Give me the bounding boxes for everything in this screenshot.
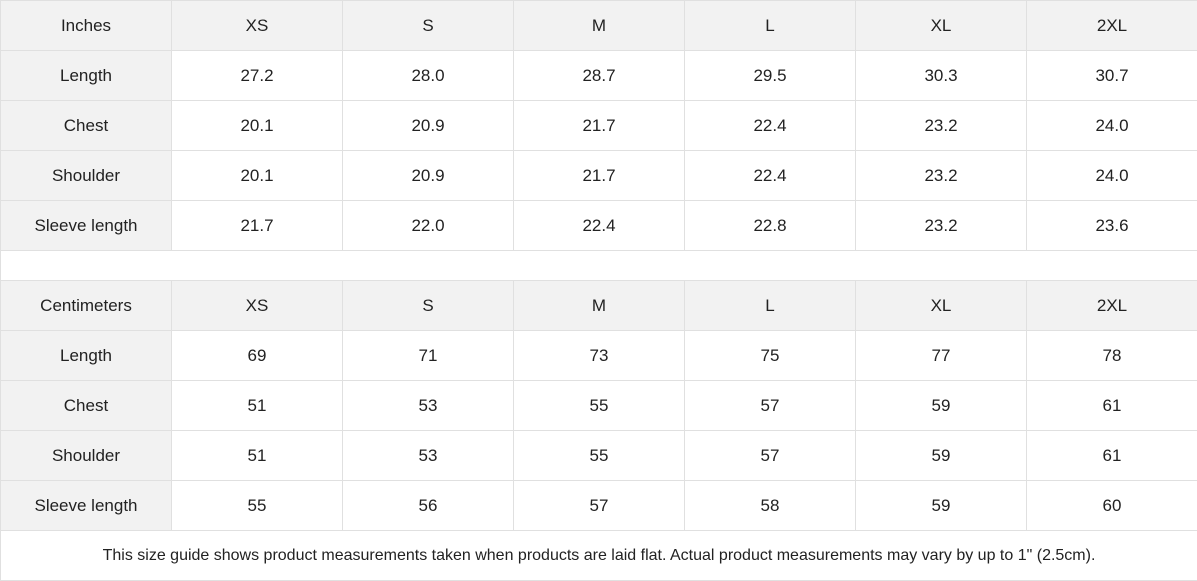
measurement-value: 61	[1027, 431, 1197, 481]
measurement-value: 55	[514, 381, 685, 431]
measurement-value: 28.7	[514, 51, 685, 101]
measurement-value: 21.7	[172, 201, 343, 251]
measurement-value: 55	[172, 481, 343, 531]
measurement-value: 53	[343, 431, 514, 481]
size-header: M	[514, 1, 685, 51]
measurement-value: 24.0	[1027, 151, 1197, 201]
size-header: XL	[856, 1, 1027, 51]
measurement-label: Chest	[1, 381, 172, 431]
measurement-value: 78	[1027, 331, 1197, 381]
measurement-label: Chest	[1, 101, 172, 151]
measurement-label: Length	[1, 331, 172, 381]
measurement-value: 23.2	[856, 201, 1027, 251]
measurement-value: 21.7	[514, 151, 685, 201]
measurement-value: 77	[856, 331, 1027, 381]
size-header: S	[343, 281, 514, 331]
measurement-value: 20.9	[343, 101, 514, 151]
measurement-value: 57	[514, 481, 685, 531]
measurement-value: 27.2	[172, 51, 343, 101]
measurement-value: 20.9	[343, 151, 514, 201]
measurement-value: 22.4	[685, 101, 856, 151]
measurement-value: 29.5	[685, 51, 856, 101]
measurement-value: 75	[685, 331, 856, 381]
measurement-value: 71	[343, 331, 514, 381]
unit-header: Inches	[1, 1, 172, 51]
measurement-value: 57	[685, 381, 856, 431]
measurement-value: 23.2	[856, 151, 1027, 201]
table-spacer	[1, 251, 1197, 281]
measurement-label: Shoulder	[1, 431, 172, 481]
measurement-value: 59	[856, 381, 1027, 431]
measurement-value: 20.1	[172, 151, 343, 201]
footnote: This size guide shows product measuremen…	[1, 531, 1197, 581]
measurement-value: 51	[172, 431, 343, 481]
measurement-value: 57	[685, 431, 856, 481]
measurement-value: 55	[514, 431, 685, 481]
size-header: XS	[172, 281, 343, 331]
measurement-value: 22.4	[514, 201, 685, 251]
measurement-label: Sleeve length	[1, 481, 172, 531]
measurement-value: 59	[856, 431, 1027, 481]
measurement-label: Length	[1, 51, 172, 101]
measurement-value: 24.0	[1027, 101, 1197, 151]
measurement-value: 28.0	[343, 51, 514, 101]
measurement-value: 73	[514, 331, 685, 381]
measurement-value: 23.2	[856, 101, 1027, 151]
measurement-value: 22.4	[685, 151, 856, 201]
size-header: XL	[856, 281, 1027, 331]
measurement-value: 22.0	[343, 201, 514, 251]
measurement-value: 30.7	[1027, 51, 1197, 101]
size-header: XS	[172, 1, 343, 51]
measurement-value: 21.7	[514, 101, 685, 151]
spacer-cell	[1, 251, 1197, 281]
measurement-value: 53	[343, 381, 514, 431]
measurement-value: 61	[1027, 381, 1197, 431]
measurement-label: Shoulder	[1, 151, 172, 201]
size-header: L	[685, 281, 856, 331]
measurement-value: 60	[1027, 481, 1197, 531]
measurement-value: 69	[172, 331, 343, 381]
measurement-value: 56	[343, 481, 514, 531]
footnote-row: This size guide shows product measuremen…	[1, 531, 1197, 581]
measurement-value: 22.8	[685, 201, 856, 251]
unit-header: Centimeters	[1, 281, 172, 331]
measurement-value: 20.1	[172, 101, 343, 151]
size-header: M	[514, 281, 685, 331]
measurement-label: Sleeve length	[1, 201, 172, 251]
size-header: L	[685, 1, 856, 51]
measurement-value: 30.3	[856, 51, 1027, 101]
size-header: S	[343, 1, 514, 51]
measurement-value: 23.6	[1027, 201, 1197, 251]
measurement-value: 58	[685, 481, 856, 531]
measurement-value: 59	[856, 481, 1027, 531]
measurement-value: 51	[172, 381, 343, 431]
size-header: 2XL	[1027, 1, 1197, 51]
size-header: 2XL	[1027, 281, 1197, 331]
